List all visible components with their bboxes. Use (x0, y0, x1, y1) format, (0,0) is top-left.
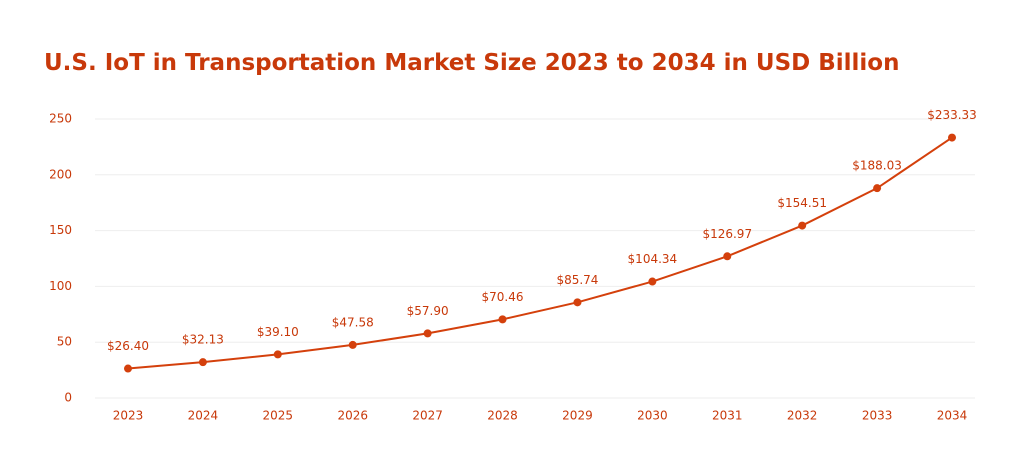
point (423, 329, 432, 338)
data-label: $39.10 (257, 325, 299, 339)
y-tick-label: 50 (57, 335, 72, 349)
point (124, 364, 132, 373)
data-label: $233.33 (927, 108, 977, 122)
chart-title: U.S. IoT in Transportation Market Size 2… (44, 50, 899, 76)
data-label: $57.90 (407, 304, 449, 318)
point (348, 340, 357, 349)
x-tick-label: 2026 (337, 409, 368, 423)
point (648, 277, 657, 286)
point (198, 358, 207, 367)
data-label: $154.51 (777, 196, 827, 210)
y-tick-label: 150 (49, 223, 72, 237)
point (273, 350, 282, 359)
y-tick-label: 0 (64, 391, 72, 405)
data-label: $70.46 (482, 290, 524, 304)
x-tick-label: 2032 (787, 409, 818, 423)
point (948, 133, 956, 142)
x-tick-label: 2023 (113, 409, 144, 423)
data-label: $47.58 (332, 315, 374, 329)
y-tick-label: 250 (49, 112, 72, 126)
x-tick-label: 2027 (412, 409, 443, 423)
x-tick-label: 2029 (562, 409, 593, 423)
x-tick-label: 2031 (712, 409, 743, 423)
data-label: $26.40 (107, 339, 149, 353)
data-label: $126.97 (702, 227, 752, 241)
x-tick-label: 2030 (637, 409, 668, 423)
point (573, 298, 582, 307)
line (127, 136, 953, 370)
y-tick-label: 100 (49, 279, 72, 293)
x-tick-label: 2034 (937, 409, 968, 423)
x-tick-label: 2024 (188, 409, 219, 423)
y-tick-label: 200 (49, 167, 72, 181)
x-tick-label: 2028 (487, 409, 518, 423)
point (498, 315, 507, 324)
point (723, 252, 732, 261)
point (873, 184, 882, 193)
data-label: $85.74 (556, 273, 598, 287)
data-label: $188.03 (852, 159, 902, 173)
x-tick-label: 2033 (862, 409, 893, 423)
data-label: $32.13 (182, 333, 224, 347)
x-tick-label: 2025 (263, 409, 294, 423)
point (798, 221, 807, 230)
data-label: $104.34 (628, 252, 678, 266)
